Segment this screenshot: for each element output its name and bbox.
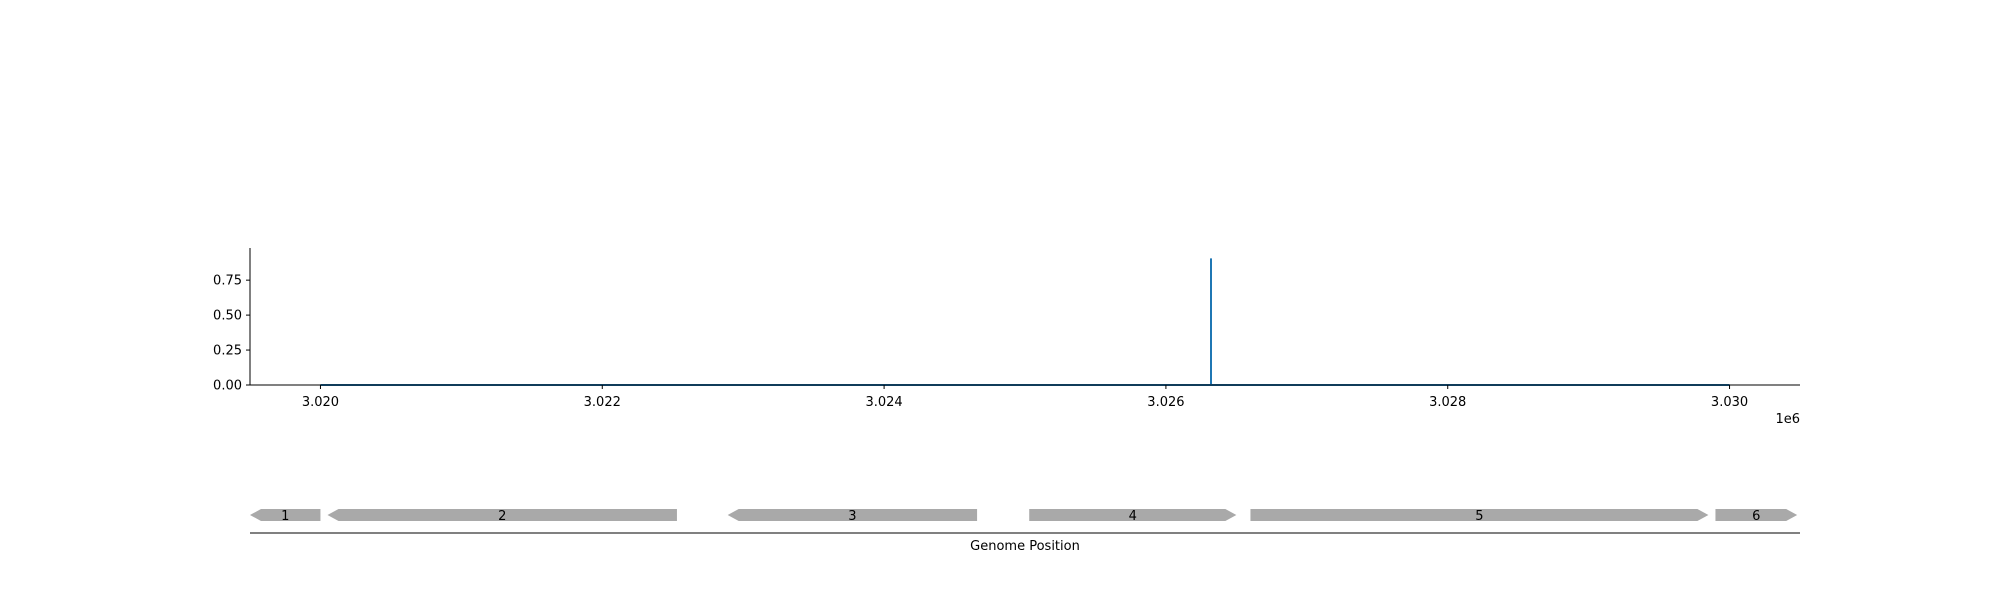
x-tick-label: 3.028 (1429, 395, 1466, 410)
gene-arrow-4 (1029, 509, 1237, 521)
x-ticks: 3.020 3.022 3.024 3.026 3.028 3.030 (302, 385, 1748, 410)
coverage-line-0 (320, 258, 1730, 386)
gene-label-2: 2 (498, 509, 506, 524)
gene-label-1: 1 (281, 509, 289, 524)
gene-arrow-2 (327, 509, 677, 521)
gene-label-4: 4 (1129, 509, 1137, 524)
y-tick-label: 0.25 (213, 344, 242, 359)
x-tick-label: 3.022 (584, 395, 621, 410)
x-tick-label: 3.020 (302, 395, 339, 410)
coverage-plot: 3.020 3.022 3.024 3.026 3.028 3.030 0.000.250… (213, 248, 1800, 427)
y-tick-label: 0.00 (213, 379, 242, 394)
gene-arrow-6 (1715, 509, 1798, 521)
gene-arrow-1 (250, 509, 321, 521)
gene-label-5: 5 (1475, 509, 1483, 524)
x-tick-label: 3.026 (1147, 395, 1184, 410)
gene-track: 1 2 3 4 5 6 Genome Position (250, 509, 1800, 554)
gene-arrow-3 (727, 509, 978, 521)
coverage-series (320, 258, 1730, 386)
gene-arrows: 1 2 3 4 5 6 (250, 509, 1798, 524)
x-axis-label: Genome Position (970, 539, 1080, 554)
gene-label-3: 3 (848, 509, 856, 524)
gene-arrow-5 (1250, 509, 1709, 521)
x-offset-label: 1e6 (1775, 412, 1800, 427)
y-ticks: 0.00 0.25 0.50 0.75 (213, 274, 250, 394)
gene-label-6: 6 (1752, 509, 1760, 524)
x-tick-label: 3.024 (865, 395, 902, 410)
y-tick-label: 0.50 (213, 309, 242, 324)
x-tick-label: 3.030 (1711, 395, 1748, 410)
y-tick-label: 0.75 (213, 274, 242, 289)
